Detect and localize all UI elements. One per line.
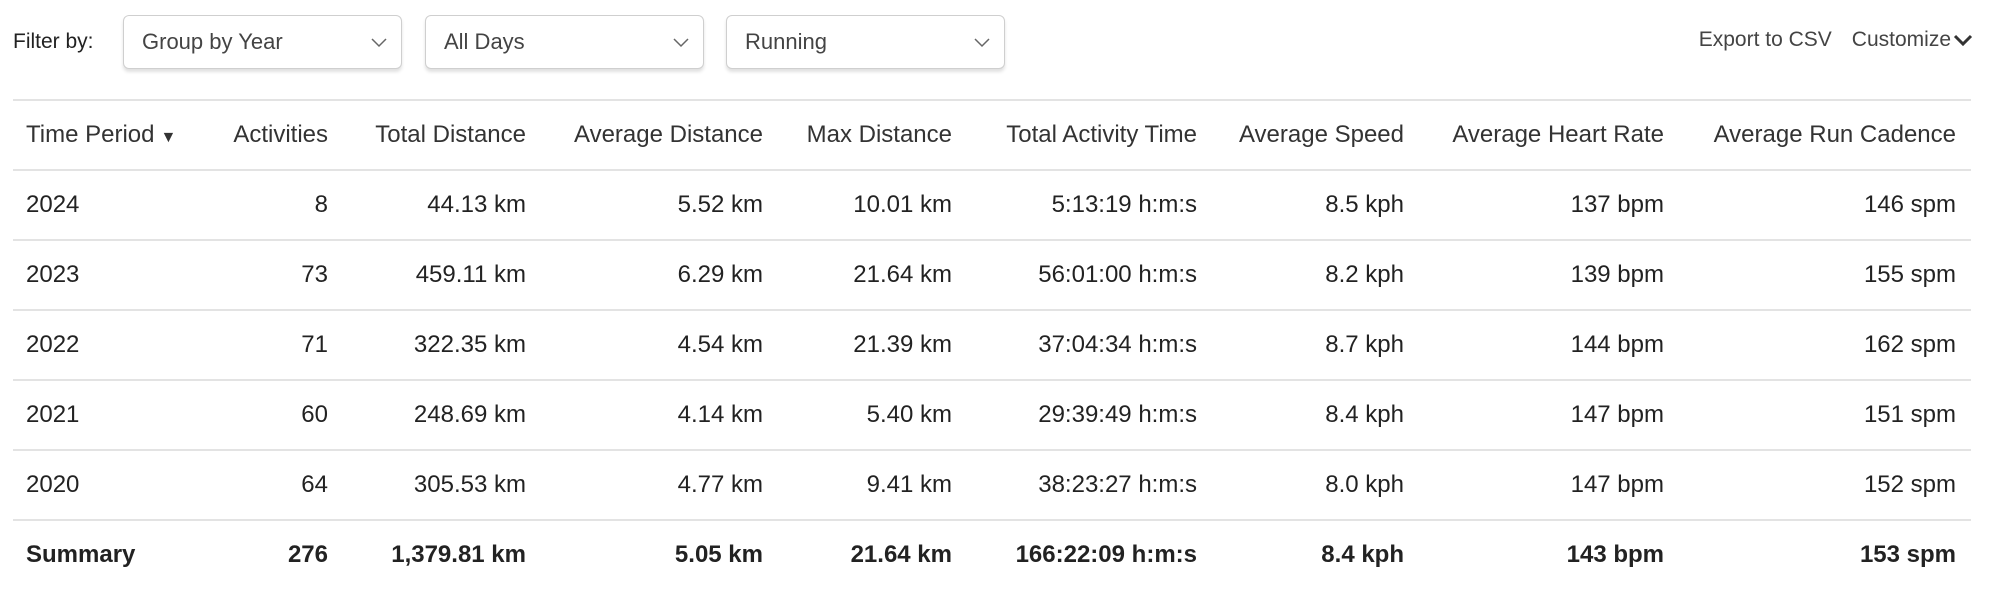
activity-type-select[interactable]: Running — [726, 15, 1005, 69]
column-header-activities[interactable]: Activities — [215, 100, 340, 171]
column-header-label: Average Speed — [1238, 121, 1404, 148]
cell-average-distance: 5.05 km — [674, 541, 763, 568]
cell-average-heart-rate: 147 bpm — [1416, 450, 1676, 521]
cell-time-period[interactable]: 2022 — [13, 310, 215, 381]
cell-total-distance: 1,379.81 km — [391, 541, 526, 568]
cell-time-period[interactable]: 2024 — [13, 170, 215, 241]
group-by-value: Group by Year — [142, 29, 283, 54]
cell-total-activity-time: 56:01:00 h:m:s — [964, 240, 1209, 311]
cell-time-period[interactable]: 2021 — [13, 380, 215, 451]
summary-row: Summary 276 1,379.81 km 5.05 km 21.64 km 166:… — [13, 520, 1971, 589]
cell-average-distance: 6.29 km — [538, 240, 775, 311]
cell-activities: 276 — [287, 541, 328, 568]
cell-activities: 8 — [215, 170, 340, 241]
chevron-down-icon — [1953, 28, 1973, 52]
cell-max-distance: 9.41 km — [775, 450, 964, 521]
table-row: 2021 60 248.69 km 4.14 km 5.40 km 29:39:49 h:… — [13, 380, 1971, 451]
cell-average-distance: 4.77 km — [538, 450, 775, 521]
customize-label: Customize — [1851, 28, 1951, 51]
cell-max-distance: 21.39 km — [775, 310, 964, 381]
cell-total-activity-time: 29:39:49 h:m:s — [964, 380, 1209, 451]
chevron-down-icon — [371, 16, 387, 68]
cell-average-run-cadence: 162 spm — [1676, 310, 1971, 381]
cell-average-heart-rate: 147 bpm — [1416, 380, 1676, 451]
column-header-total-distance[interactable]: Total Distance — [340, 100, 538, 171]
activity-type-value: Running — [745, 29, 827, 54]
days-value: All Days — [444, 29, 525, 54]
cell-average-heart-rate: 139 bpm — [1416, 240, 1676, 311]
column-header-average-distance[interactable]: Average Distance — [538, 100, 775, 171]
cell-total-distance: 305.53 km — [340, 450, 538, 521]
cell-average-run-cadence: 155 spm — [1676, 240, 1971, 311]
cell-average-heart-rate: 137 bpm — [1416, 170, 1676, 241]
cell-total-distance: 459.11 km — [340, 240, 538, 311]
cell-total-activity-time: 38:23:27 h:m:s — [964, 450, 1209, 521]
cell-average-run-cadence: 153 spm — [1859, 541, 1956, 568]
column-header-average-speed[interactable]: Average Speed — [1209, 100, 1416, 171]
column-header-average-run-cadence[interactable]: Average Run Cadence — [1676, 100, 1971, 171]
chevron-down-icon — [673, 16, 689, 68]
cell-average-heart-rate: 144 bpm — [1416, 310, 1676, 381]
cell-average-speed: 8.2 kph — [1209, 240, 1416, 311]
column-header-max-distance[interactable]: Max Distance — [775, 100, 964, 171]
cell-total-distance: 322.35 km — [340, 310, 538, 381]
cell-total-activity-time: 37:04:34 h:m:s — [964, 310, 1209, 381]
cell-max-distance: 10.01 km — [775, 170, 964, 241]
cell-average-speed: 8.4 kph — [1321, 541, 1404, 568]
cell-average-distance: 4.14 km — [538, 380, 775, 451]
table-actions: Export to CSV Customize — [1699, 28, 1973, 52]
column-header-label: Total Distance — [375, 121, 526, 148]
table-row: 2024 8 44.13 km 5.52 km 10.01 km 5:13:19 h:m:… — [13, 170, 1971, 241]
cell-average-speed: 8.0 kph — [1209, 450, 1416, 521]
export-csv-link[interactable]: Export to CSV — [1698, 28, 1832, 51]
column-header-label: Time Period — [26, 121, 155, 148]
cell-total-activity-time: 5:13:19 h:m:s — [964, 170, 1209, 241]
cell-total-activity-time: 166:22:09 h:m:s — [1015, 541, 1197, 568]
group-by-select[interactable]: Group by Year — [123, 15, 402, 69]
cell-average-heart-rate: 143 bpm — [1566, 541, 1664, 568]
cell-activities: 71 — [215, 310, 340, 381]
column-header-label: Average Heart Rate — [1452, 121, 1664, 148]
cell-activities: 73 — [215, 240, 340, 311]
reports-table: Time Period ▼ Activities Total Distance Aver… — [13, 99, 1971, 589]
days-select[interactable]: All Days — [425, 15, 704, 69]
column-header-label: Average Run Cadence — [1713, 121, 1956, 148]
column-header-label: Activities — [233, 121, 328, 148]
column-header-total-activity-time[interactable]: Total Activity Time — [964, 100, 1209, 171]
table-row: 2020 64 305.53 km 4.77 km 9.41 km 38:23:27 h:… — [13, 450, 1971, 521]
cell-average-distance: 4.54 km — [538, 310, 775, 381]
column-header-label: Max Distance — [806, 121, 952, 148]
column-header-label: Average Distance — [574, 121, 763, 148]
cell-average-distance: 5.52 km — [538, 170, 775, 241]
cell-time-period: Summary — [26, 541, 136, 568]
cell-average-speed: 8.5 kph — [1209, 170, 1416, 241]
cell-activities: 64 — [215, 450, 340, 521]
cell-average-speed: 8.4 kph — [1209, 380, 1416, 451]
header-row: Time Period ▼ Activities Total Distance Aver… — [13, 100, 1971, 171]
column-header-time-period[interactable]: Time Period ▼ — [13, 100, 215, 171]
cell-total-distance: 248.69 km — [340, 380, 538, 451]
cell-average-run-cadence: 146 spm — [1676, 170, 1971, 241]
cell-time-period[interactable]: 2023 — [13, 240, 215, 311]
cell-average-run-cadence: 152 spm — [1676, 450, 1971, 521]
cell-total-distance: 44.13 km — [340, 170, 538, 241]
chevron-down-icon — [974, 16, 990, 68]
cell-activities: 60 — [215, 380, 340, 451]
column-header-average-heart-rate[interactable]: Average Heart Rate — [1416, 100, 1676, 171]
filter-label: Filter by: — [13, 30, 94, 53]
sort-descending-icon: ▼ — [160, 129, 177, 146]
cell-time-period[interactable]: 2020 — [13, 450, 215, 521]
table-row: 2022 71 322.35 km 4.54 km 21.39 km 37:04:34 h… — [13, 310, 1971, 381]
cell-average-speed: 8.7 kph — [1209, 310, 1416, 381]
cell-max-distance: 21.64 km — [775, 240, 964, 311]
table-row: 2023 73 459.11 km 6.29 km 21.64 km 56:01:00 h… — [13, 240, 1971, 311]
column-header-label: Total Activity Time — [1006, 121, 1197, 148]
cell-max-distance: 21.64 km — [850, 541, 952, 568]
cell-max-distance: 5.40 km — [775, 380, 964, 451]
customize-menu[interactable]: Customize — [1852, 28, 1973, 52]
cell-average-run-cadence: 151 spm — [1676, 380, 1971, 451]
